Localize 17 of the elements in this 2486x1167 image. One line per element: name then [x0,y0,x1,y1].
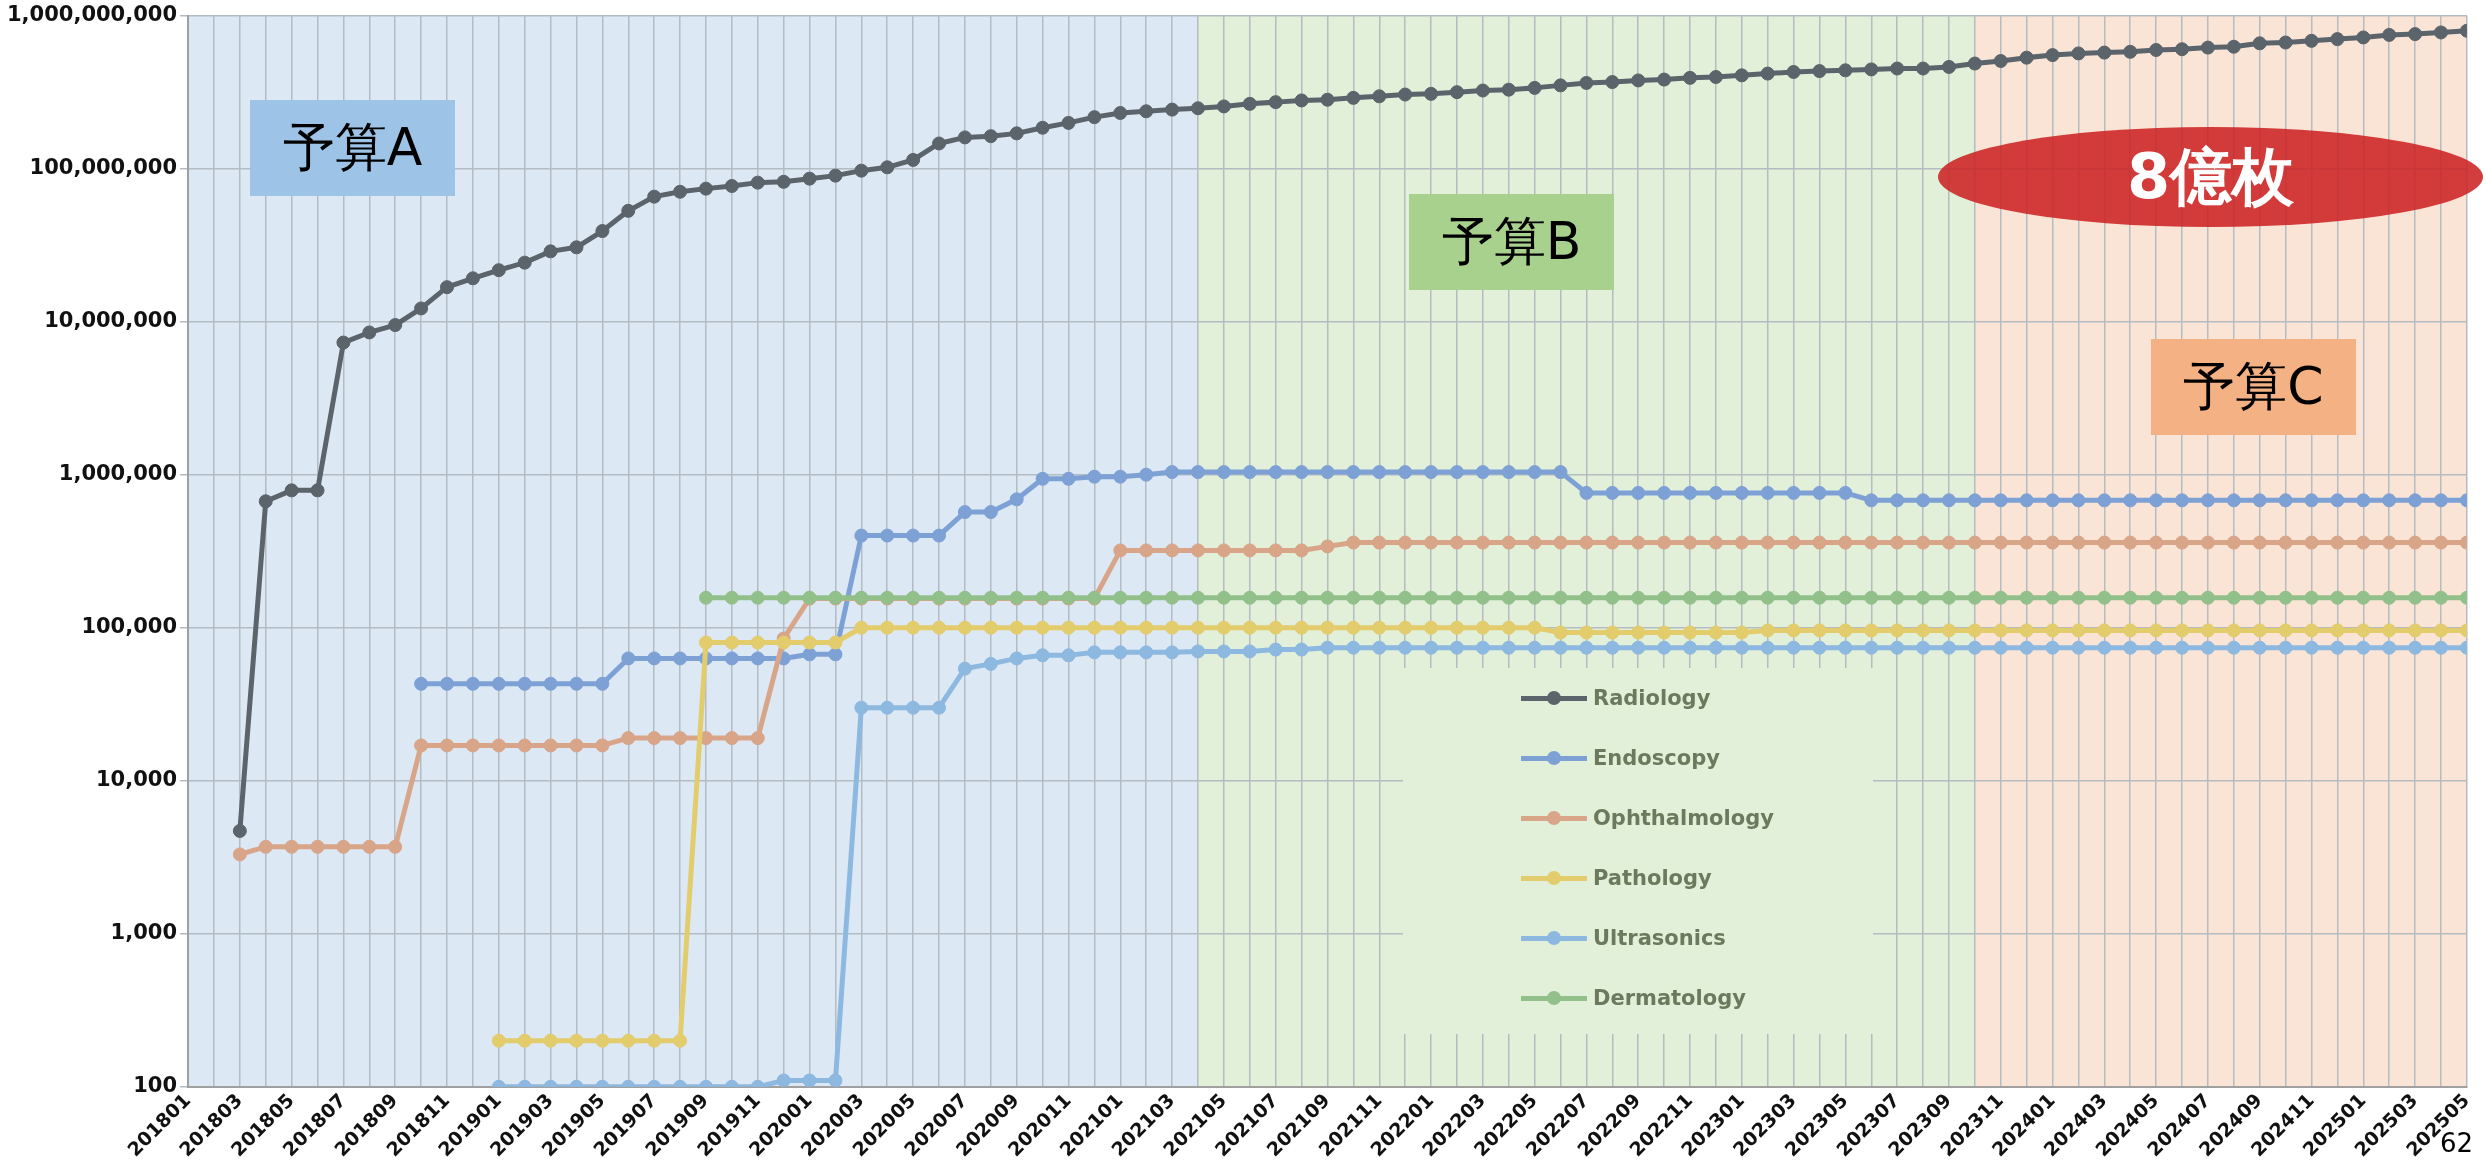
y-tick-label: 1,000,000 [58,461,178,486]
legend-label: Dermatology [1593,986,1746,1010]
band-label: 予算C [2150,339,2356,435]
legend-label: Endoscopy [1593,746,1720,770]
band-label: 予算B [1408,194,1614,290]
legend-label: Ophthalmology [1593,806,1774,830]
y-tick-label: 10,000,000 [44,308,178,333]
legend-label: Pathology [1593,866,1712,890]
y-tick-label: 1,000 [110,920,178,945]
band-label: 予算A [250,100,456,196]
legend-label: Radiology [1593,686,1711,710]
y-tick-label: 100,000,000 [29,155,178,180]
y-tick-label: 1,000,000,000 [6,2,178,27]
y-tick-label: 100,000 [81,614,178,639]
legend-label: Ultrasonics [1593,926,1726,950]
annotation: 8億枚 [2126,139,2295,215]
y-tick-label: 10,000 [96,767,178,792]
